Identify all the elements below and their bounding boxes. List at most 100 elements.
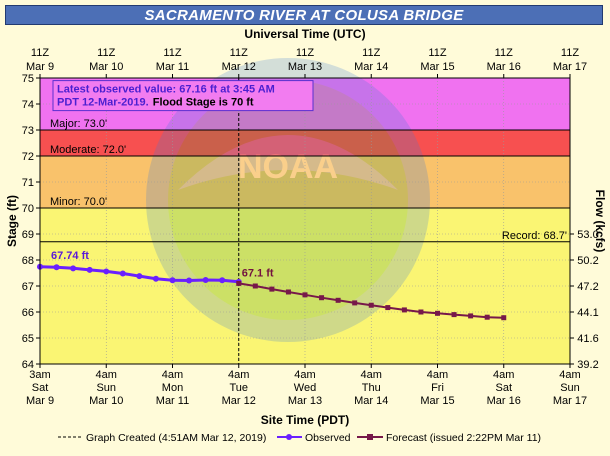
bottom-tick-label-time: 4am xyxy=(228,369,249,381)
band-moderate xyxy=(40,130,570,156)
y-tick-label: 67 xyxy=(22,281,34,293)
forecast-point xyxy=(269,286,275,292)
bottom-tick-label-time: 4am xyxy=(294,369,315,381)
bottom-tick-label-day: Tue xyxy=(229,382,248,394)
bottom-tick-label-date: Mar 9 xyxy=(26,395,54,407)
y-tick-label: 73 xyxy=(22,125,34,137)
right-y-tick-label: 39.2 xyxy=(577,359,598,371)
bottom-tick-label-day: Thu xyxy=(362,382,381,394)
latest-observed-box: Latest observed value: 67.16 ft at 3:45 … xyxy=(52,80,314,112)
forecast-point xyxy=(418,309,424,315)
bottom-tick-label-day: Sun xyxy=(560,382,580,394)
bottom-tick-label-time: 4am xyxy=(427,369,448,381)
bottom-tick-label-day: Fri xyxy=(431,382,444,394)
title-bar: SACRAMENTO RIVER AT COLUSA BRIDGE xyxy=(5,5,603,25)
bottom-tick-label-time: 4am xyxy=(162,369,183,381)
top-tick-label-time: 11Z xyxy=(230,47,248,59)
noaa-seal-outer xyxy=(146,58,430,342)
bottom-tick-label-date: Mar 17 xyxy=(553,395,587,407)
info-line-1: Latest observed value: 67.16 ft at 3:45 … xyxy=(57,84,275,96)
legend-observed-label: Observed xyxy=(305,432,351,444)
forecast-point xyxy=(335,297,341,303)
y-tick-label: 74 xyxy=(22,99,34,111)
top-tick-label-date: Mar 16 xyxy=(487,61,521,73)
bottom-tick-label-time: 4am xyxy=(559,369,580,381)
observed-point xyxy=(152,275,159,282)
y-tick-label: 69 xyxy=(22,229,34,241)
observed-point xyxy=(136,273,143,280)
observed-point xyxy=(53,264,60,271)
record-label: Record: 68.7' xyxy=(502,230,567,242)
bottom-tick-label-day: Sun xyxy=(96,382,116,394)
forecast-point xyxy=(285,289,291,295)
bottom-tick-label-day: Wed xyxy=(294,382,316,394)
y-axis-title: Stage (ft) xyxy=(5,195,19,247)
level-label-moderate: Moderate: 72.0' xyxy=(50,144,126,156)
forecast-point xyxy=(435,310,440,316)
legend-forecast-marker xyxy=(367,434,373,440)
y-tick-label: 70 xyxy=(22,203,34,215)
bottom-tick-label-time: 3am xyxy=(29,369,50,381)
forecast-point xyxy=(451,312,457,318)
info-box-frame xyxy=(52,80,314,112)
top-tick-label-time: 11Z xyxy=(362,47,380,59)
observed-point xyxy=(119,270,126,277)
bottom-tick-label-date: Mar 14 xyxy=(354,395,388,407)
observed-point xyxy=(169,277,176,284)
top-tick-label-date: Mar 10 xyxy=(89,61,123,73)
top-tick-label-time: 11Z xyxy=(163,47,181,59)
axes: 64 65 66 67 68 69 70 71 72 73 74 75 39.2 41.6 44.1 47.2… xyxy=(5,27,607,427)
bottom-tick-label-date: Mar 10 xyxy=(89,395,123,407)
info-line-2-flood-stage: Flood Stage is 70 ft xyxy=(153,97,254,109)
forecast-point xyxy=(302,292,308,298)
top-tick-label-date: Mar 15 xyxy=(420,61,454,73)
forecast-point xyxy=(368,302,374,308)
flood-level-labels: Major: 73.0' Moderate: 72.0' Minor: 70.0' R… xyxy=(40,118,570,243)
right-y-tick-label: 41.6 xyxy=(577,333,598,345)
bottom-tick-label-date: Mar 15 xyxy=(420,395,454,407)
y-tick-label: 68 xyxy=(22,255,34,267)
chart-title: SACRAMENTO RIVER AT COLUSA BRIDGE xyxy=(144,6,464,24)
top-tick-label-date: Mar 12 xyxy=(222,61,256,73)
top-tick-label-date: Mar 9 xyxy=(26,61,54,73)
bottom-tick-label-date: Mar 11 xyxy=(156,395,189,407)
y-tick-label: 72 xyxy=(22,151,34,163)
observed-start-label: 67.74 ft xyxy=(51,250,89,262)
bottom-tick-label-time: 4am xyxy=(361,369,382,381)
right-y-tick-label: 50.2 xyxy=(577,255,598,267)
top-tick-label-date: Mar 11 xyxy=(156,61,189,73)
observed-point xyxy=(202,277,209,284)
top-tick-label-time: 11Z xyxy=(31,47,49,59)
bottom-tick-label-date: Mar 12 xyxy=(222,395,256,407)
series-layer: 67.74 ft 67.1 ft xyxy=(37,78,507,364)
forecast-point xyxy=(484,314,490,320)
y-tick-label: 66 xyxy=(22,307,34,319)
info-line-2: PDT 12-Mar-2019. Flood Stage is 70 ft xyxy=(57,97,254,109)
y-tick-label: 64 xyxy=(22,359,34,371)
top-tick-label-date: Mar 13 xyxy=(288,61,322,73)
forecast-point xyxy=(319,295,325,301)
noaa-seal-text: NOAA xyxy=(238,148,338,186)
observed-point xyxy=(219,277,226,284)
top-tick-label-time: 11Z xyxy=(428,47,446,59)
top-tick-label-time: 11Z xyxy=(561,47,579,59)
bottom-tick-label-date: Mar 16 xyxy=(487,395,521,407)
right-y-tick-label: 44.1 xyxy=(577,307,598,319)
bottom-tick-label-time: 4am xyxy=(493,369,514,381)
info-line-2-date: PDT 12-Mar-2019. xyxy=(57,97,149,109)
observed-point xyxy=(186,277,193,284)
y-tick-label: 71 xyxy=(22,177,34,189)
forecast-point xyxy=(501,315,507,321)
observed-point xyxy=(103,268,110,275)
noaa-watermark: NOAA xyxy=(146,58,430,342)
forecast-point xyxy=(468,313,474,319)
bottom-tick-label-day: Mon xyxy=(162,382,183,394)
forecast-point xyxy=(236,280,242,286)
legend: Graph Created (4:51AM Mar 12, 2019) Obse… xyxy=(58,432,541,444)
top-tick-label-date: Mar 17 xyxy=(553,61,587,73)
top-axis-title: Universal Time (UTC) xyxy=(244,27,365,41)
bottom-tick-label-time: 4am xyxy=(96,369,117,381)
observed-point xyxy=(70,265,77,272)
